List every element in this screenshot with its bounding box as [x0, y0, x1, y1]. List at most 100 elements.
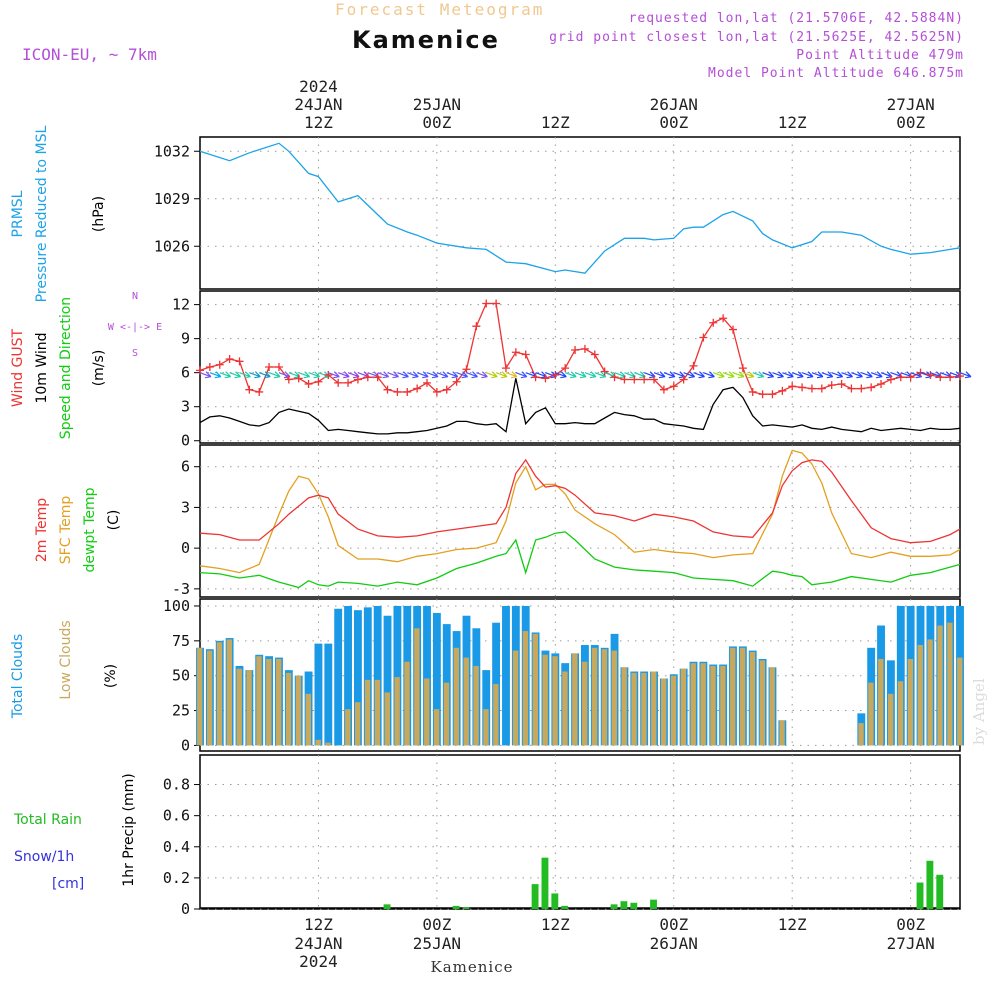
total-cloud-bar: [432, 612, 441, 746]
wind-direction-arrow: [209, 371, 222, 379]
gust-marker: [679, 375, 688, 384]
bottom-time-label: 00Z: [659, 915, 688, 934]
pressure-unit: (hPa): [91, 196, 107, 232]
top-time-label: 00Z: [659, 113, 688, 132]
low-cloud-bar: [424, 678, 430, 746]
pressure-panel: 1026 1029 1032: [154, 136, 961, 290]
wind-direction-arrow: [505, 371, 518, 379]
low-cloud-bar: [897, 681, 904, 746]
gust-marker: [906, 373, 915, 382]
total-cloud-bar: [314, 643, 323, 746]
temp-2m-label: 2m Temp: [34, 498, 50, 562]
top-time-label: 12Z: [541, 113, 570, 132]
precip-panel: 0 0.2 0.4 0.6 0.8: [163, 754, 961, 918]
low-cloud-bar: [611, 650, 617, 746]
gust-marker: [600, 367, 609, 376]
gust-marker: [432, 387, 441, 396]
clouds-frame: [199, 598, 961, 752]
gust-marker: [561, 364, 570, 373]
temperature-ytick-label: 0: [181, 539, 190, 557]
gust-marker: [877, 380, 886, 389]
footer-location: Kamenice: [431, 958, 514, 976]
gust-marker: [926, 370, 935, 379]
low-cloud-bar: [887, 693, 894, 746]
low-cloud-bar: [670, 675, 677, 746]
clouds-ytick-label: 50: [172, 667, 190, 685]
low-cloud-bar: [325, 742, 331, 746]
temperature-ytick-label: -3: [172, 580, 190, 598]
gust-marker: [837, 380, 846, 389]
bottom-time-label: 12Z: [304, 915, 333, 934]
top-time-label: 12Z: [778, 113, 807, 132]
low-cloud-bar: [937, 625, 943, 746]
gust-marker: [857, 384, 866, 393]
low-cloud-bar: [206, 650, 213, 746]
wind-direction-arrow: [456, 371, 469, 379]
gust-marker: [817, 384, 826, 393]
total-clouds-label: Total Clouds: [10, 634, 26, 719]
low-cloud-bar: [660, 678, 667, 746]
rain-bar: [551, 893, 559, 909]
top-date-label: 24JAN: [294, 95, 342, 114]
gust-marker: [205, 363, 214, 371]
gust-marker: [699, 333, 708, 342]
wind-direction-arrow: [377, 371, 390, 379]
wind-direction-arrow: [426, 371, 439, 379]
total-cloud-bar: [334, 608, 343, 746]
gust-marker: [640, 375, 649, 384]
panels-group: 1026 1029 1032 0 3 6 9 12 -3 0 3 6 0 25 50 75 100 0 0.2 0.4…: [10, 125, 972, 918]
pressure-ytick-label: 1032: [154, 142, 190, 160]
gust-marker: [541, 374, 550, 383]
gust-marker: [531, 373, 540, 382]
low-cloud-bar: [532, 633, 539, 746]
low-cloud-bar: [779, 720, 785, 746]
wind-direction-arrow: [713, 371, 725, 379]
gust-marker: [521, 350, 530, 359]
gust-marker: [768, 390, 777, 399]
rain-bar: [610, 904, 618, 909]
wind-direction-arrow: [337, 371, 350, 379]
gust-marker: [353, 375, 362, 384]
wind-direction-arrow: [782, 371, 794, 379]
wind-direction-arrow: [308, 371, 320, 379]
compass-south: S: [132, 348, 138, 359]
bottom-year-label: 2024: [299, 952, 338, 971]
top-year-label: 2024: [299, 77, 338, 96]
low-cloud-bar: [463, 657, 469, 746]
gust-marker: [886, 375, 895, 384]
wind-direction-arrow: [249, 371, 261, 379]
wind-direction-arrow: [821, 371, 834, 379]
bottom-date-label: 24JAN: [294, 934, 342, 953]
clouds-ytick-label: 0: [181, 736, 190, 754]
wind-direction-arrow: [328, 371, 340, 379]
gust-marker: [403, 387, 412, 396]
wind-direction-arrow: [752, 371, 765, 379]
low-cloud-bar: [364, 679, 371, 746]
precip-frame: [199, 754, 961, 910]
gust-marker: [650, 375, 659, 384]
precip-unit: 1hr Precip (mm): [121, 773, 137, 886]
low-cloud-bar: [927, 639, 933, 746]
low-cloud-bar: [621, 667, 627, 746]
temperature-ytick-label: 6: [181, 458, 190, 476]
wind-frame: [199, 290, 961, 444]
gust-marker: [363, 373, 372, 382]
low-cloud-bar: [246, 670, 252, 746]
model-label: ICON-EU, ~ 7km: [22, 45, 157, 64]
gust-marker: [393, 387, 402, 396]
low-cloud-bar: [305, 693, 312, 746]
gust-marker: [590, 350, 599, 359]
low-cloud-bar: [256, 656, 262, 746]
wind-direction-arrow: [466, 371, 478, 379]
low-cloud-bar: [710, 665, 716, 746]
gust-marker: [798, 383, 807, 392]
low-cloud-bar: [700, 663, 706, 746]
rain-bar: [916, 882, 924, 909]
low-cloud-bar: [285, 672, 292, 746]
total-cloud-bar: [482, 670, 491, 746]
wind-direction-arrow: [683, 371, 696, 379]
wind-direction-arrow: [594, 371, 607, 379]
gust-marker: [225, 355, 234, 364]
gust-marker: [265, 363, 274, 371]
total-cloud-bar: [363, 607, 372, 746]
